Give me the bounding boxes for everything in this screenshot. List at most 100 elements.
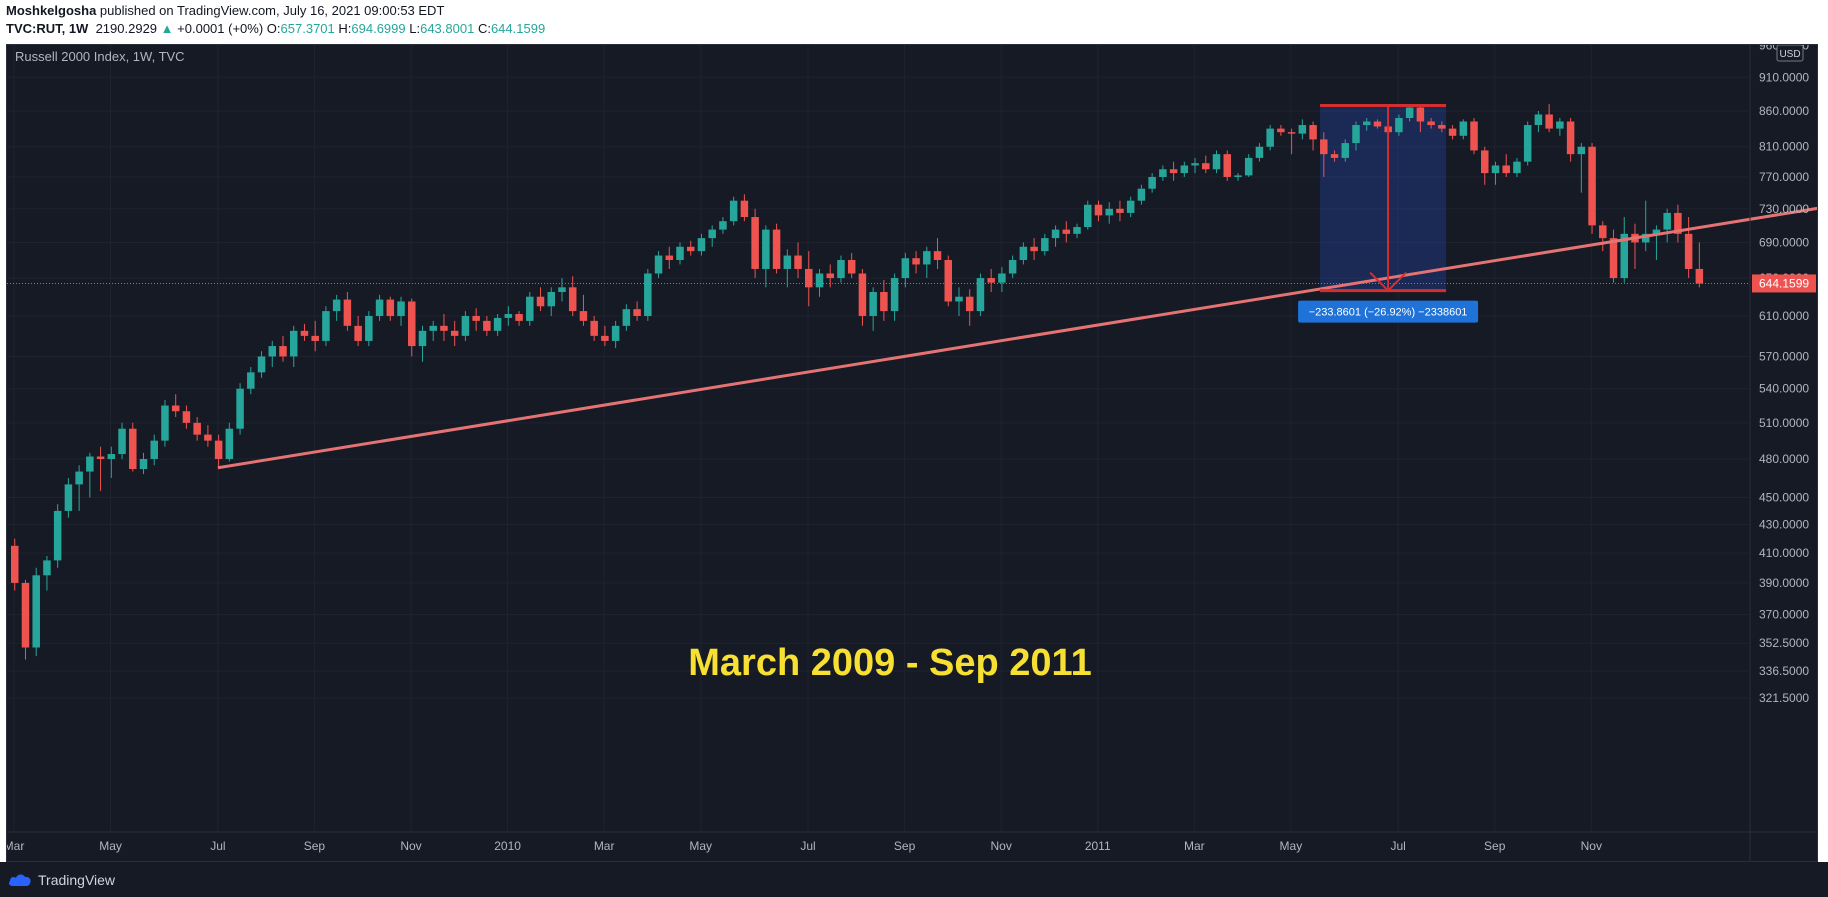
candle-body (697, 238, 706, 252)
tradingview-cloud-icon (9, 874, 31, 886)
candle-body (182, 411, 191, 423)
candle-body (901, 258, 910, 279)
measure-region (1320, 105, 1447, 291)
candle-body (880, 292, 888, 312)
price-tick-label: 690.0000 (1759, 235, 1809, 249)
price-axis[interactable]: 960.0000910.0000860.0000810.0000770.0000… (1752, 45, 1816, 705)
candle-body (236, 388, 244, 429)
candle-body (1588, 146, 1596, 226)
candle-body (1502, 165, 1510, 174)
high-value: 694.6999 (351, 21, 406, 36)
price-chart[interactable]: −233.8601 (−26.92%) −2338601 960.0000910… (7, 45, 1818, 862)
candle-body (279, 346, 287, 357)
candle-body (214, 440, 223, 459)
candle-body (1448, 128, 1457, 136)
candle-body (1062, 229, 1071, 234)
candle-body (568, 287, 577, 312)
open-value: 657.3701 (280, 21, 335, 36)
candle-body (686, 246, 695, 252)
open-label: O: (266, 21, 281, 36)
candle-body (1491, 165, 1500, 174)
candle-body (1534, 114, 1543, 126)
time-tick-label: Nov (1581, 839, 1602, 853)
candle-body (654, 255, 663, 274)
price-tick-label: 510.0000 (1759, 416, 1809, 430)
candle-body (1373, 121, 1382, 127)
publish-header: Moshkelgosha published on TradingView.co… (0, 0, 1828, 42)
candle-body (1266, 128, 1274, 147)
candle-body (11, 545, 19, 583)
candle-body (665, 255, 674, 260)
candle-body (461, 315, 470, 336)
candle-body (1180, 165, 1189, 174)
time-tick-label: Mar (1184, 839, 1205, 853)
candle-body (526, 296, 534, 321)
time-tick-label: Jul (210, 839, 225, 853)
candle-body (1084, 204, 1092, 228)
price-tick-label: 321.5000 (1759, 691, 1809, 705)
candle-body (815, 273, 824, 288)
candle-body (1438, 125, 1446, 129)
candle-body (418, 330, 427, 347)
candle-body (96, 456, 105, 459)
candle-body (1105, 208, 1113, 216)
candle-body (1641, 233, 1650, 243)
currency-badge (1776, 45, 1804, 62)
candle-body (1684, 233, 1693, 269)
candle-body (1234, 175, 1242, 177)
author-name[interactable]: Moshkelgosha (6, 3, 97, 18)
candle-body (118, 428, 126, 455)
candle-body (1298, 125, 1307, 134)
measure-label-box (1298, 300, 1479, 323)
candle-body (794, 255, 802, 269)
time-axis[interactable]: Mar May Jul Sep Nov 2010 Mar May Jul Sep Nov 2011 Ma… (7, 839, 1602, 853)
candle-body (300, 330, 309, 336)
candle-body (976, 278, 985, 312)
plot-background (7, 45, 1817, 861)
candle-body (869, 292, 877, 316)
candle-body (515, 314, 523, 321)
tradingview-logo[interactable]: TradingView (8, 870, 115, 890)
price-tick-label: 336.5000 (1759, 664, 1809, 678)
candle-body (408, 301, 416, 347)
candle-body (1223, 154, 1231, 177)
candle-body (740, 200, 749, 218)
candle-body (1352, 125, 1360, 144)
candle-body (375, 299, 384, 316)
candle-body (257, 356, 266, 373)
candle-body (1159, 169, 1167, 177)
published-text: published on TradingView.com, July 16, 2… (96, 3, 445, 18)
candle-body (547, 292, 555, 307)
candle-body (472, 315, 480, 321)
candle-series (11, 104, 1704, 660)
up-triangle-icon: ▲ (160, 21, 174, 36)
chart-panel[interactable]: −233.8601 (−26.92%) −2338601 960.0000910… (6, 44, 1818, 862)
time-tick-label: Sep (894, 839, 916, 853)
price-tick-label: 390.0000 (1759, 576, 1809, 590)
candle-body (365, 315, 373, 341)
candle-body (1577, 146, 1586, 155)
candle-body (590, 320, 598, 336)
price-tick-label: 770.0000 (1759, 170, 1809, 184)
time-tick-label: 2011 (1085, 839, 1111, 853)
candle-body (332, 299, 341, 312)
candle-body (1395, 117, 1403, 133)
candle-body (1523, 125, 1532, 162)
candle-body (998, 273, 1006, 283)
candle-body (129, 428, 137, 470)
time-tick-label: Nov (990, 839, 1011, 853)
candle-body (622, 309, 631, 326)
candle-body (762, 229, 770, 269)
price-tick-label: 730.0000 (1759, 202, 1809, 216)
last-price-badge-label: 644.1599 (1759, 276, 1809, 290)
candle-body (343, 299, 352, 326)
candle-body (1545, 114, 1553, 129)
candle-body (1459, 121, 1468, 136)
candle-body (204, 434, 212, 441)
candle-body (1513, 161, 1521, 174)
price-tick-label: 430.0000 (1759, 518, 1809, 532)
candle-body (1041, 238, 1049, 252)
candle-body (86, 456, 94, 472)
time-tick-label: May (99, 839, 122, 853)
candle-body (955, 296, 963, 302)
